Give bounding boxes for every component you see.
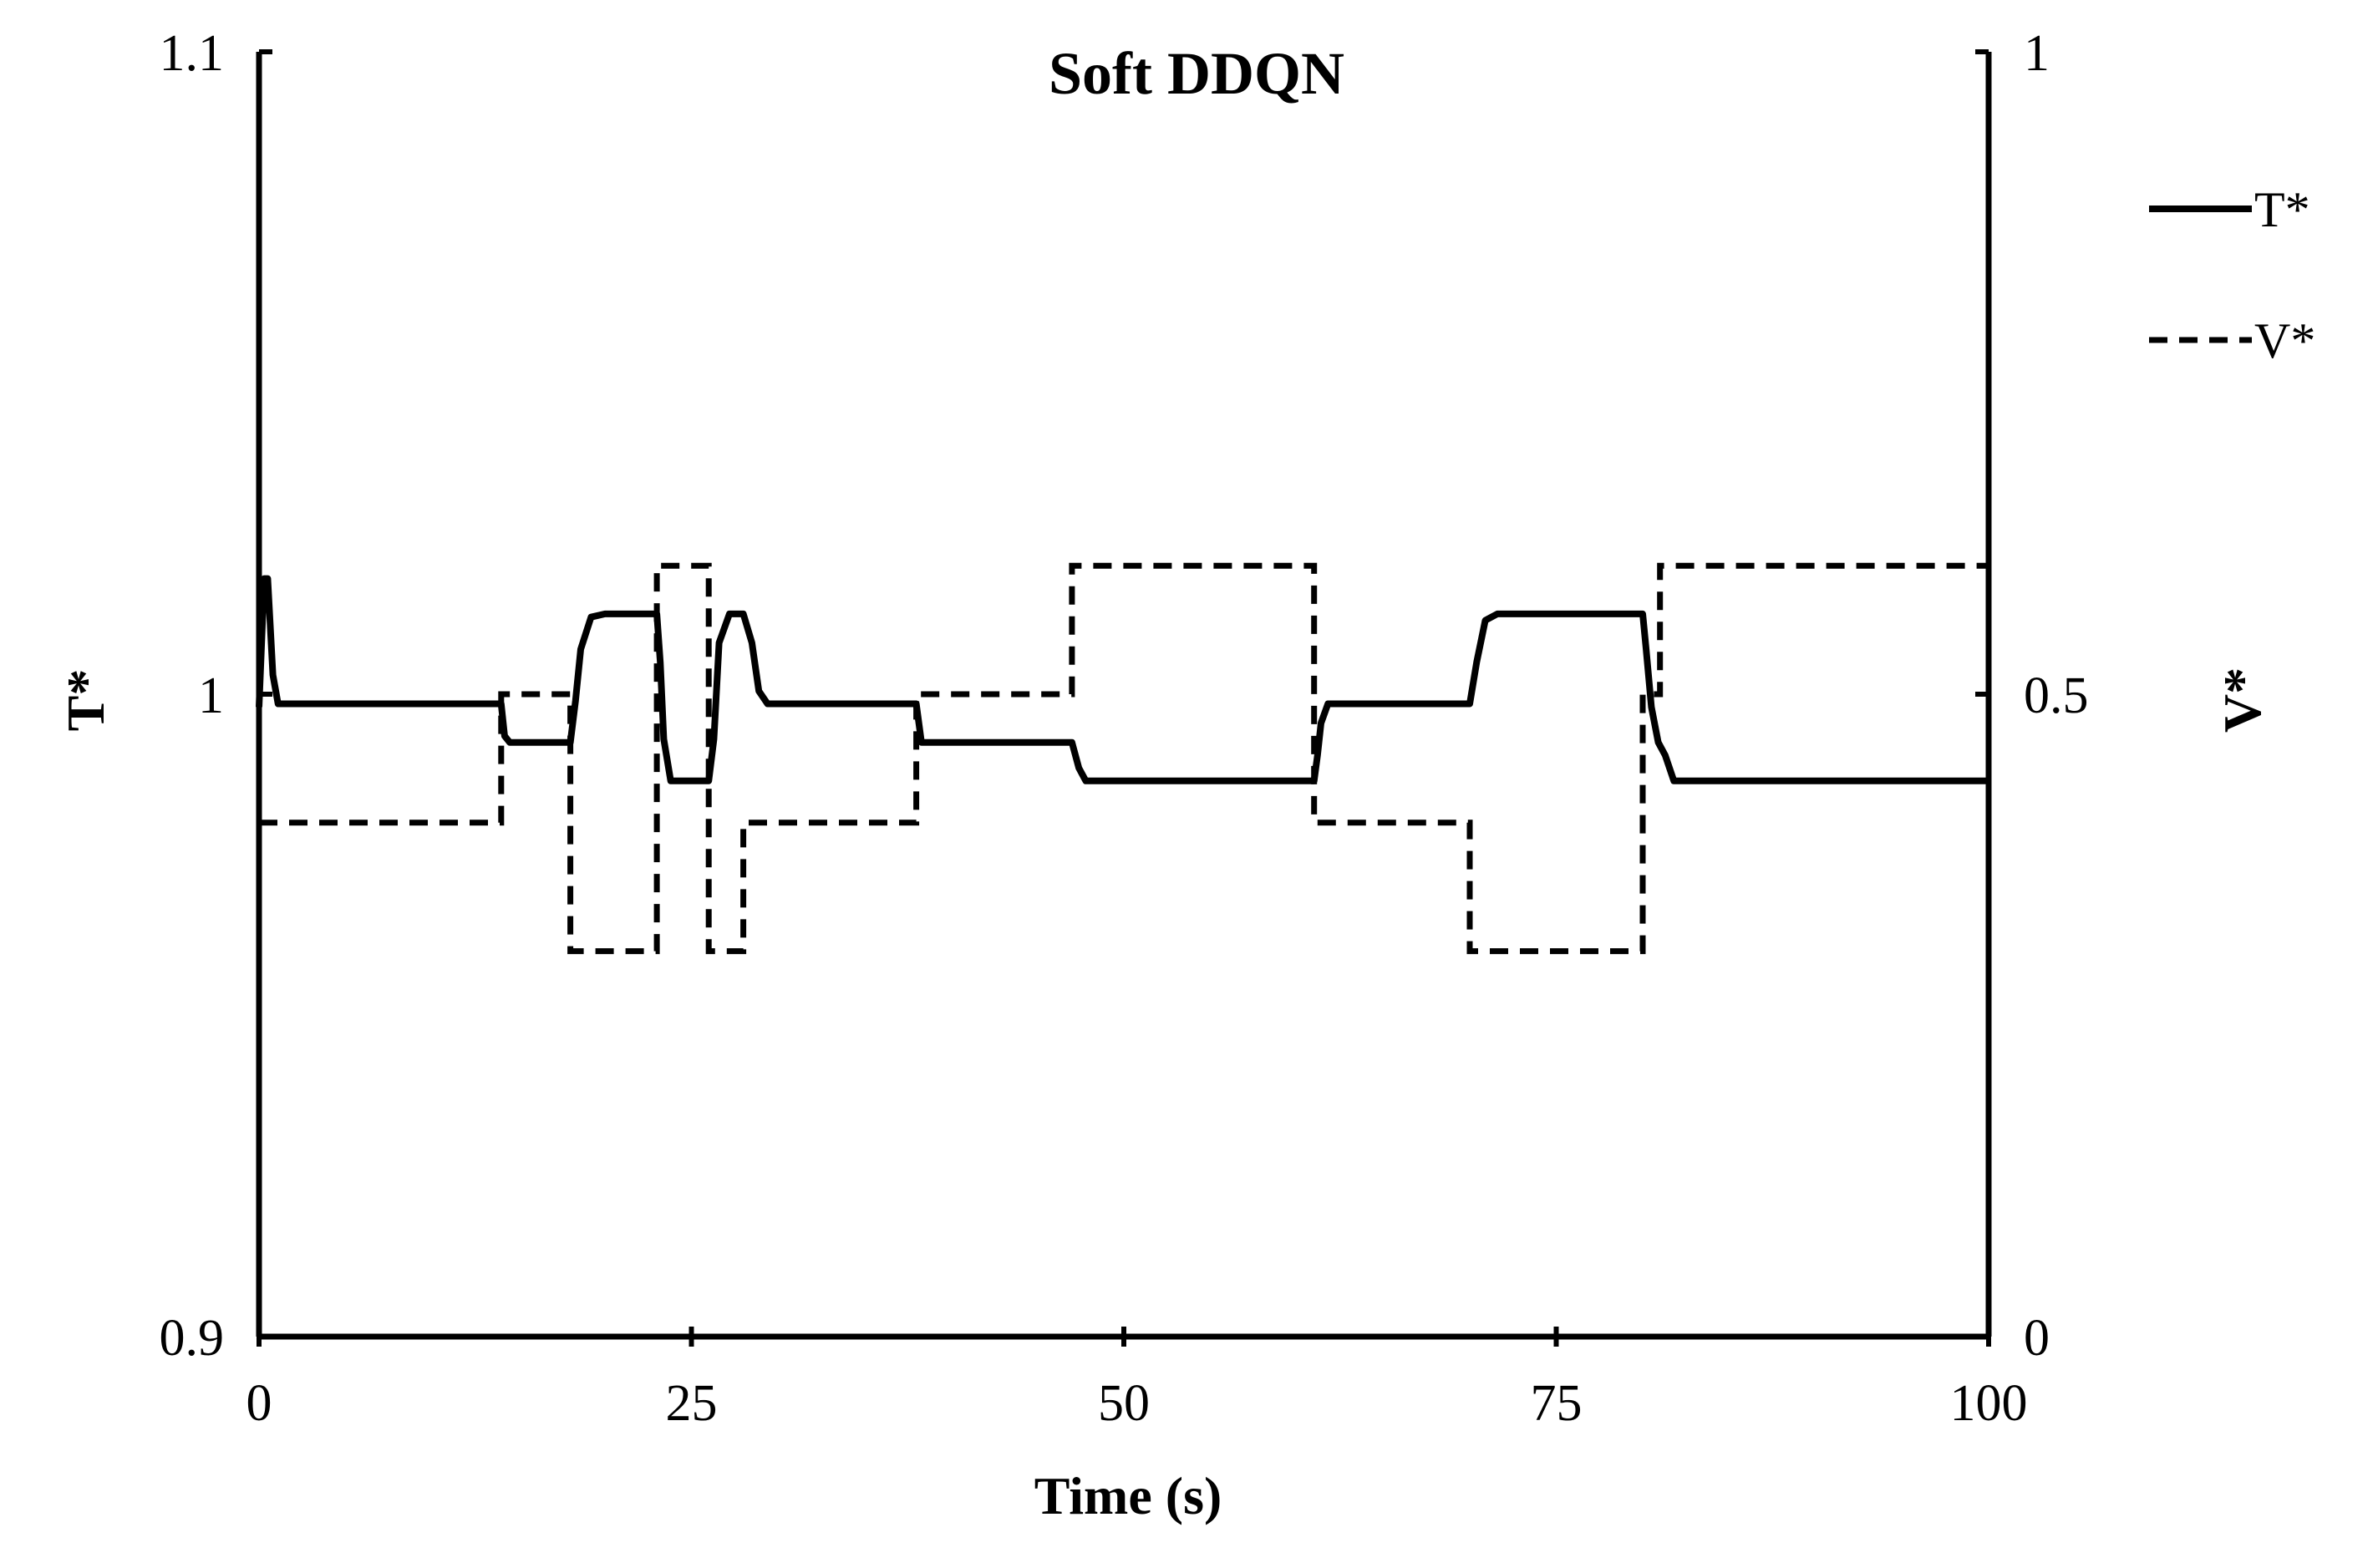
left-y-tick-label: 0.9: [160, 1310, 225, 1367]
x-tick-label: 75: [1531, 1375, 1583, 1432]
x-tick-label: 25: [666, 1375, 718, 1432]
right-y-tick-label: 0: [2024, 1310, 2050, 1367]
chart-title: Soft DDQN: [1049, 40, 1344, 107]
right-y-tick-label: 1: [2024, 25, 2050, 82]
x-tick-label: 100: [1950, 1375, 2028, 1432]
left-y-tick-label: 1: [198, 667, 224, 724]
x-tick-label: 0: [246, 1375, 272, 1432]
legend-label-vstar: V*: [2254, 313, 2315, 368]
legend-label-tstar: T*: [2254, 182, 2310, 237]
series-line-tstar: [256, 575, 1989, 784]
right-y-tick-label: 0.5: [2024, 667, 2089, 724]
ticks: 0 25 50 75 100 0.9 1 1.1 0 0.5 1: [160, 25, 2089, 1432]
left-axis-title: T*: [56, 669, 115, 732]
series-layer: [256, 562, 1989, 955]
right-axis-title: V*: [2213, 667, 2272, 733]
left-y-tick-label: 1.1: [160, 25, 225, 82]
x-tick-label: 50: [1098, 1375, 1150, 1432]
series-line-vstar: [259, 562, 1989, 955]
axes: [256, 52, 1992, 1340]
x-axis-title: Time (s): [1034, 1466, 1222, 1525]
legend: T* V*: [2149, 182, 2315, 368]
